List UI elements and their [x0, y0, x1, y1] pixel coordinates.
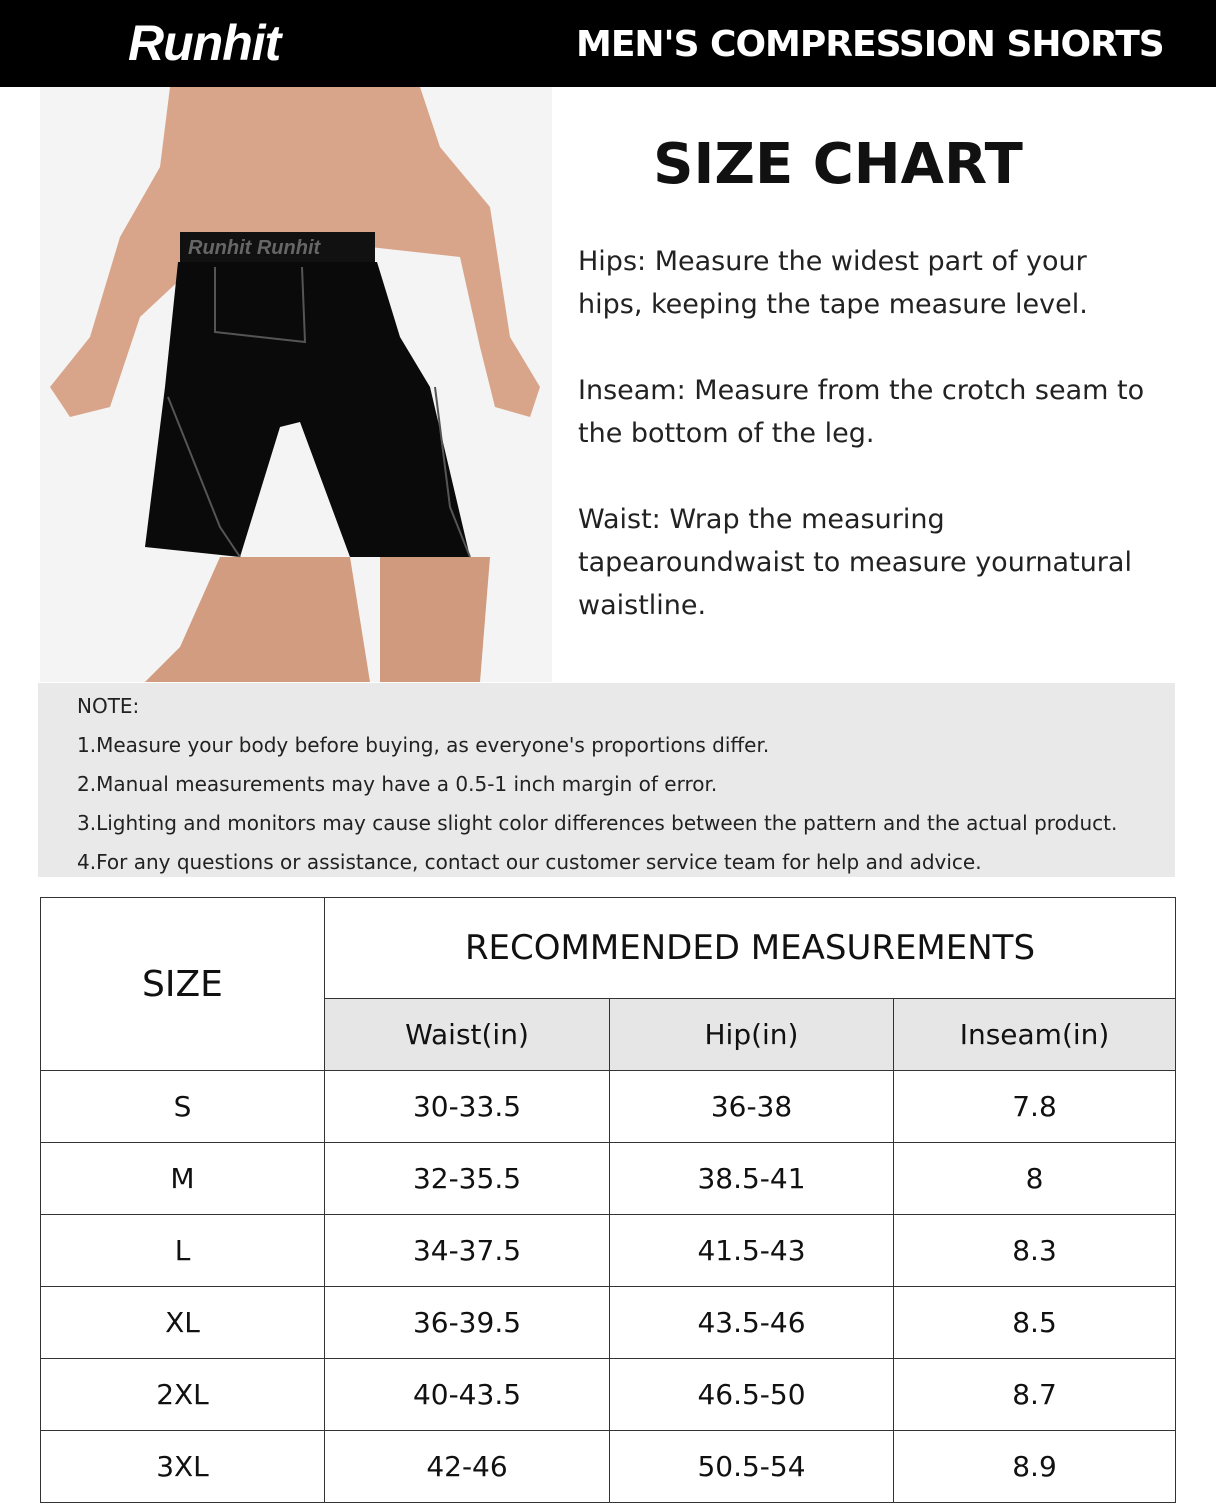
waist-column-header: Waist(in)	[324, 998, 610, 1071]
waist-cell: 40-43.5	[324, 1358, 610, 1431]
waist-instruction: Waist: Wrap the measuring tapearoundwais…	[578, 504, 1132, 621]
hip-cell: 46.5-50	[609, 1358, 894, 1431]
note-item: 4.For any questions or assistance, conta…	[77, 850, 982, 874]
table-row: M 32-35.5 38.5-41 8	[40, 1142, 1176, 1215]
size-cell: 2XL	[40, 1358, 325, 1431]
size-cell: XL	[40, 1286, 325, 1359]
size-header: SIZE	[40, 897, 325, 1071]
hip-cell: 43.5-46	[609, 1286, 894, 1359]
waist-cell: 36-39.5	[324, 1286, 610, 1359]
recommended-measurements-header: RECOMMENDED MEASUREMENTS	[324, 897, 1176, 999]
header-title: MEN'S COMPRESSION SHORTS	[576, 24, 1165, 65]
model-wearing-shorts-image: Runhit Runhit	[50, 87, 540, 682]
note-item: 3.Lighting and monitors may cause slight…	[77, 811, 1118, 835]
inseam-cell: 8.9	[893, 1430, 1176, 1503]
hip-cell: 50.5-54	[609, 1430, 894, 1503]
size-cell: S	[40, 1070, 325, 1143]
inseam-cell: 7.8	[893, 1070, 1176, 1143]
table-row: XL 36-39.5 43.5-46 8.5	[40, 1286, 1176, 1359]
waist-cell: 42-46	[324, 1430, 610, 1503]
note-item: 2.Manual measurements may have a 0.5-1 i…	[77, 772, 718, 796]
size-chart-title: SIZE CHART	[653, 132, 1023, 197]
note-item: 1.Measure your body before buying, as ev…	[77, 733, 770, 757]
waist-cell: 30-33.5	[324, 1070, 610, 1143]
product-photo: Runhit Runhit	[40, 87, 552, 682]
inseam-cell: 8.3	[893, 1214, 1176, 1287]
table-row: 3XL 42-46 50.5-54 8.9	[40, 1430, 1176, 1503]
size-cell: 3XL	[40, 1430, 325, 1503]
hips-instruction: Hips: Measure the widest part of your hi…	[578, 246, 1088, 320]
inseam-cell: 8	[893, 1142, 1176, 1215]
inseam-cell: 8.7	[893, 1358, 1176, 1431]
inseam-cell: 8.5	[893, 1286, 1176, 1359]
hip-cell: 41.5-43	[609, 1214, 894, 1287]
size-table: SIZE RECOMMENDED MEASUREMENTS Waist(in) …	[40, 897, 1176, 1503]
note-box: NOTE: 1.Measure your body before buying,…	[38, 683, 1175, 877]
waist-cell: 32-35.5	[324, 1142, 610, 1215]
inseam-instruction: Inseam: Measure from the crotch seam to …	[578, 375, 1145, 449]
size-cell: L	[40, 1214, 325, 1287]
hip-cell: 36-38	[609, 1070, 894, 1143]
header-banner: Runhit MEN'S COMPRESSION SHORTS	[0, 0, 1216, 87]
inseam-column-header: Inseam(in)	[893, 998, 1176, 1071]
hip-cell: 38.5-41	[609, 1142, 894, 1215]
size-cell: M	[40, 1142, 325, 1215]
brand-logo: Runhit	[128, 15, 281, 71]
table-row: 2XL 40-43.5 46.5-50 8.7	[40, 1358, 1176, 1431]
waistband-logo: Runhit Runhit	[188, 237, 322, 259]
hip-column-header: Hip(in)	[609, 998, 894, 1071]
waist-cell: 34-37.5	[324, 1214, 610, 1287]
table-row: S 30-33.5 36-38 7.8	[40, 1070, 1176, 1143]
note-title: NOTE:	[77, 694, 140, 718]
table-row: L 34-37.5 41.5-43 8.3	[40, 1214, 1176, 1287]
